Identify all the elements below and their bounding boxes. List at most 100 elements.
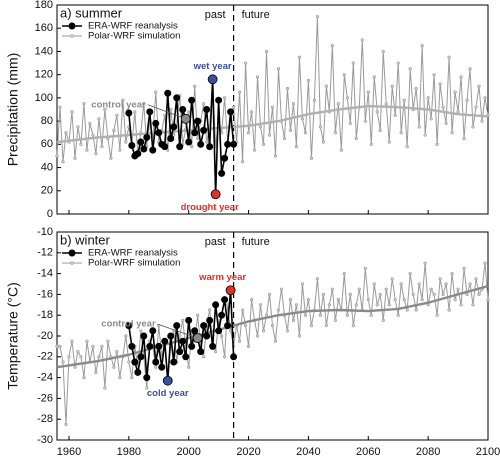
simulation-line-marker bbox=[124, 140, 128, 144]
simulation-line-marker bbox=[267, 292, 272, 297]
simulation-line-marker bbox=[291, 102, 296, 106]
highlight-point bbox=[207, 74, 218, 85]
simulation-line-marker bbox=[411, 292, 415, 297]
simulation-line-marker bbox=[369, 142, 373, 146]
simulation-line-marker bbox=[261, 142, 266, 146]
simulation-line-marker bbox=[291, 318, 296, 323]
simulation-line-marker bbox=[384, 102, 388, 106]
simulation-line-marker bbox=[169, 107, 173, 112]
reanalysis-line-marker bbox=[194, 117, 202, 125]
simulation-line-marker bbox=[459, 75, 463, 79]
reanalysis-line-marker bbox=[167, 135, 175, 143]
simulation-line-marker bbox=[453, 298, 457, 302]
simulation-line-marker bbox=[70, 110, 74, 114]
simulation-line-marker bbox=[115, 113, 119, 117]
legend-label: Polar-WRF simulation bbox=[88, 258, 180, 269]
x-tick-label: 1960 bbox=[57, 446, 81, 458]
y-tick-label: -20 bbox=[37, 330, 53, 342]
simulation-line-marker bbox=[429, 117, 433, 121]
simulation-line-marker bbox=[228, 329, 233, 333]
panel-label: b) winter bbox=[60, 232, 111, 247]
simulation-line-marker bbox=[208, 308, 212, 312]
reanalysis-line-marker bbox=[170, 358, 178, 366]
reanalysis-line-marker bbox=[170, 123, 178, 131]
simulation-line-marker bbox=[79, 142, 83, 146]
simulation-line-marker bbox=[426, 96, 430, 100]
plot-frame bbox=[56, 4, 489, 215]
simulation-line-marker bbox=[315, 277, 319, 281]
trend-line bbox=[56, 104, 489, 144]
simulation-line-marker bbox=[480, 119, 484, 123]
simulation-line-marker bbox=[285, 86, 290, 91]
simulation-line-marker bbox=[109, 156, 113, 160]
simulation-line-marker bbox=[336, 298, 340, 302]
simulation-line-marker bbox=[324, 84, 328, 88]
highlight-label: control year bbox=[101, 319, 156, 330]
simulation-line-marker bbox=[264, 49, 269, 54]
simulation-line-marker bbox=[402, 298, 406, 302]
simulation-line-marker bbox=[444, 282, 448, 286]
simulation-line-marker bbox=[408, 272, 412, 276]
simulation-line-marker bbox=[453, 90, 457, 94]
simulation-line-marker bbox=[372, 75, 376, 79]
simulation-line-marker bbox=[435, 313, 439, 317]
reanalysis-line-marker bbox=[209, 342, 217, 350]
simulation-line-marker bbox=[366, 298, 370, 302]
y-tick-label: -28 bbox=[37, 413, 53, 425]
simulation-line-marker bbox=[396, 313, 400, 317]
simulation-line-marker bbox=[318, 125, 322, 129]
simulation-line-marker bbox=[486, 298, 490, 302]
simulation-line-marker bbox=[405, 308, 409, 312]
simulation-line-marker bbox=[118, 148, 122, 152]
y-tick-label: 0 bbox=[47, 208, 53, 220]
reanalysis-line-marker bbox=[179, 337, 187, 345]
reanalysis-line-marker bbox=[140, 145, 148, 153]
reanalysis-line-marker bbox=[200, 126, 208, 134]
reanalysis-line-marker bbox=[188, 342, 196, 350]
simulation-line-marker bbox=[103, 107, 107, 112]
simulation-line-marker bbox=[237, 339, 242, 343]
reanalysis-line-marker bbox=[212, 301, 220, 309]
simulation-line-marker bbox=[264, 313, 269, 317]
simulation-line-marker bbox=[333, 131, 337, 135]
reanalysis-line-marker bbox=[125, 322, 133, 330]
simulation-line-marker bbox=[462, 136, 466, 141]
simulation-line-marker bbox=[58, 105, 62, 109]
simulation-line-marker bbox=[82, 376, 86, 380]
reanalysis-line-marker bbox=[188, 96, 196, 104]
simulation-line-marker bbox=[300, 282, 305, 286]
simulation-line-marker bbox=[64, 422, 68, 427]
reanalysis-line-marker bbox=[164, 89, 172, 97]
simulation-line-marker bbox=[369, 313, 373, 317]
simulation-line-marker bbox=[288, 298, 293, 302]
simulation-line-marker bbox=[474, 105, 478, 109]
simulation-line-marker bbox=[231, 105, 236, 109]
simulation-line-marker bbox=[330, 287, 334, 291]
simulation-line-marker bbox=[309, 156, 314, 160]
reanalysis-line-marker bbox=[143, 133, 151, 141]
simulation-line-marker bbox=[396, 61, 400, 65]
y-tick-label: -12 bbox=[37, 247, 53, 259]
simulation-line-marker bbox=[240, 160, 245, 164]
simulation-line-marker bbox=[483, 96, 487, 100]
simulation-line-marker bbox=[246, 344, 251, 349]
simulation-line-marker bbox=[258, 125, 263, 129]
simulation-line-marker bbox=[166, 148, 170, 152]
reanalysis-line-marker bbox=[191, 327, 199, 335]
simulation-line-marker bbox=[196, 136, 200, 141]
simulation-line-marker bbox=[438, 277, 442, 281]
simulation-line-marker bbox=[196, 313, 200, 317]
simulation-line-marker bbox=[330, 44, 334, 48]
simulation-line-marker bbox=[477, 292, 481, 297]
simulation-line-marker bbox=[273, 154, 278, 158]
legend-swatch-marker bbox=[70, 34, 74, 38]
simulation-line-marker bbox=[246, 131, 251, 135]
simulation-line-marker bbox=[276, 67, 281, 71]
reanalysis-line-marker bbox=[128, 141, 136, 149]
simulation-line-marker bbox=[423, 133, 427, 137]
reanalysis-line-marker bbox=[197, 140, 205, 148]
simulation-line-marker bbox=[100, 145, 104, 149]
simulation-line-marker bbox=[243, 61, 248, 65]
leader-line bbox=[157, 323, 198, 339]
simulation-line-marker bbox=[61, 360, 65, 364]
